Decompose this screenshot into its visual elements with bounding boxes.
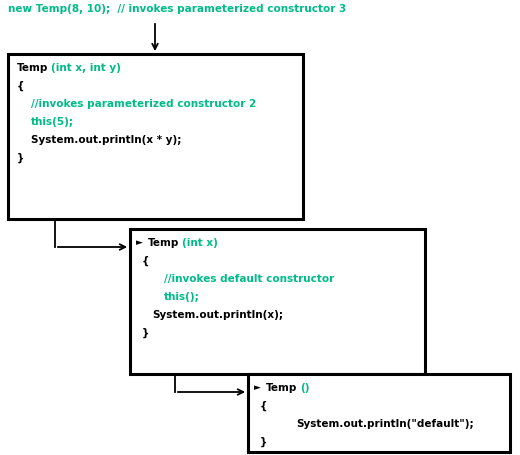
- Text: this(5);: this(5);: [31, 117, 74, 127]
- Text: new Temp(8, 10);  // invokes parameterized constructor 3: new Temp(8, 10); // invokes parameterize…: [8, 4, 346, 14]
- Text: ►: ►: [136, 238, 143, 247]
- Text: System.out.println(x * y);: System.out.println(x * y);: [31, 135, 181, 145]
- Text: }: }: [260, 436, 267, 446]
- Text: (int x, int y): (int x, int y): [51, 63, 121, 73]
- Text: Temp: Temp: [266, 382, 297, 392]
- Bar: [248, 374, 510, 452]
- Text: }: }: [17, 153, 24, 163]
- Text: Temp: Temp: [17, 63, 48, 73]
- Text: System.out.println("default");: System.out.println("default");: [296, 418, 474, 428]
- Text: ►: ►: [254, 382, 261, 391]
- Text: {: {: [260, 400, 267, 410]
- Text: //invokes parameterized constructor 2: //invokes parameterized constructor 2: [31, 99, 256, 109]
- Text: //invokes default constructor: //invokes default constructor: [164, 273, 334, 283]
- Bar: [130, 229, 425, 374]
- Text: System.out.println(x);: System.out.println(x);: [152, 309, 283, 319]
- Text: Temp: Temp: [148, 238, 179, 248]
- Text: }: }: [142, 327, 149, 338]
- Text: {: {: [17, 81, 24, 91]
- Bar: [8, 55, 303, 219]
- Text: {: {: [142, 255, 149, 266]
- Text: (): (): [300, 382, 309, 392]
- Text: (int x): (int x): [182, 238, 218, 248]
- Text: this();: this();: [164, 291, 200, 301]
